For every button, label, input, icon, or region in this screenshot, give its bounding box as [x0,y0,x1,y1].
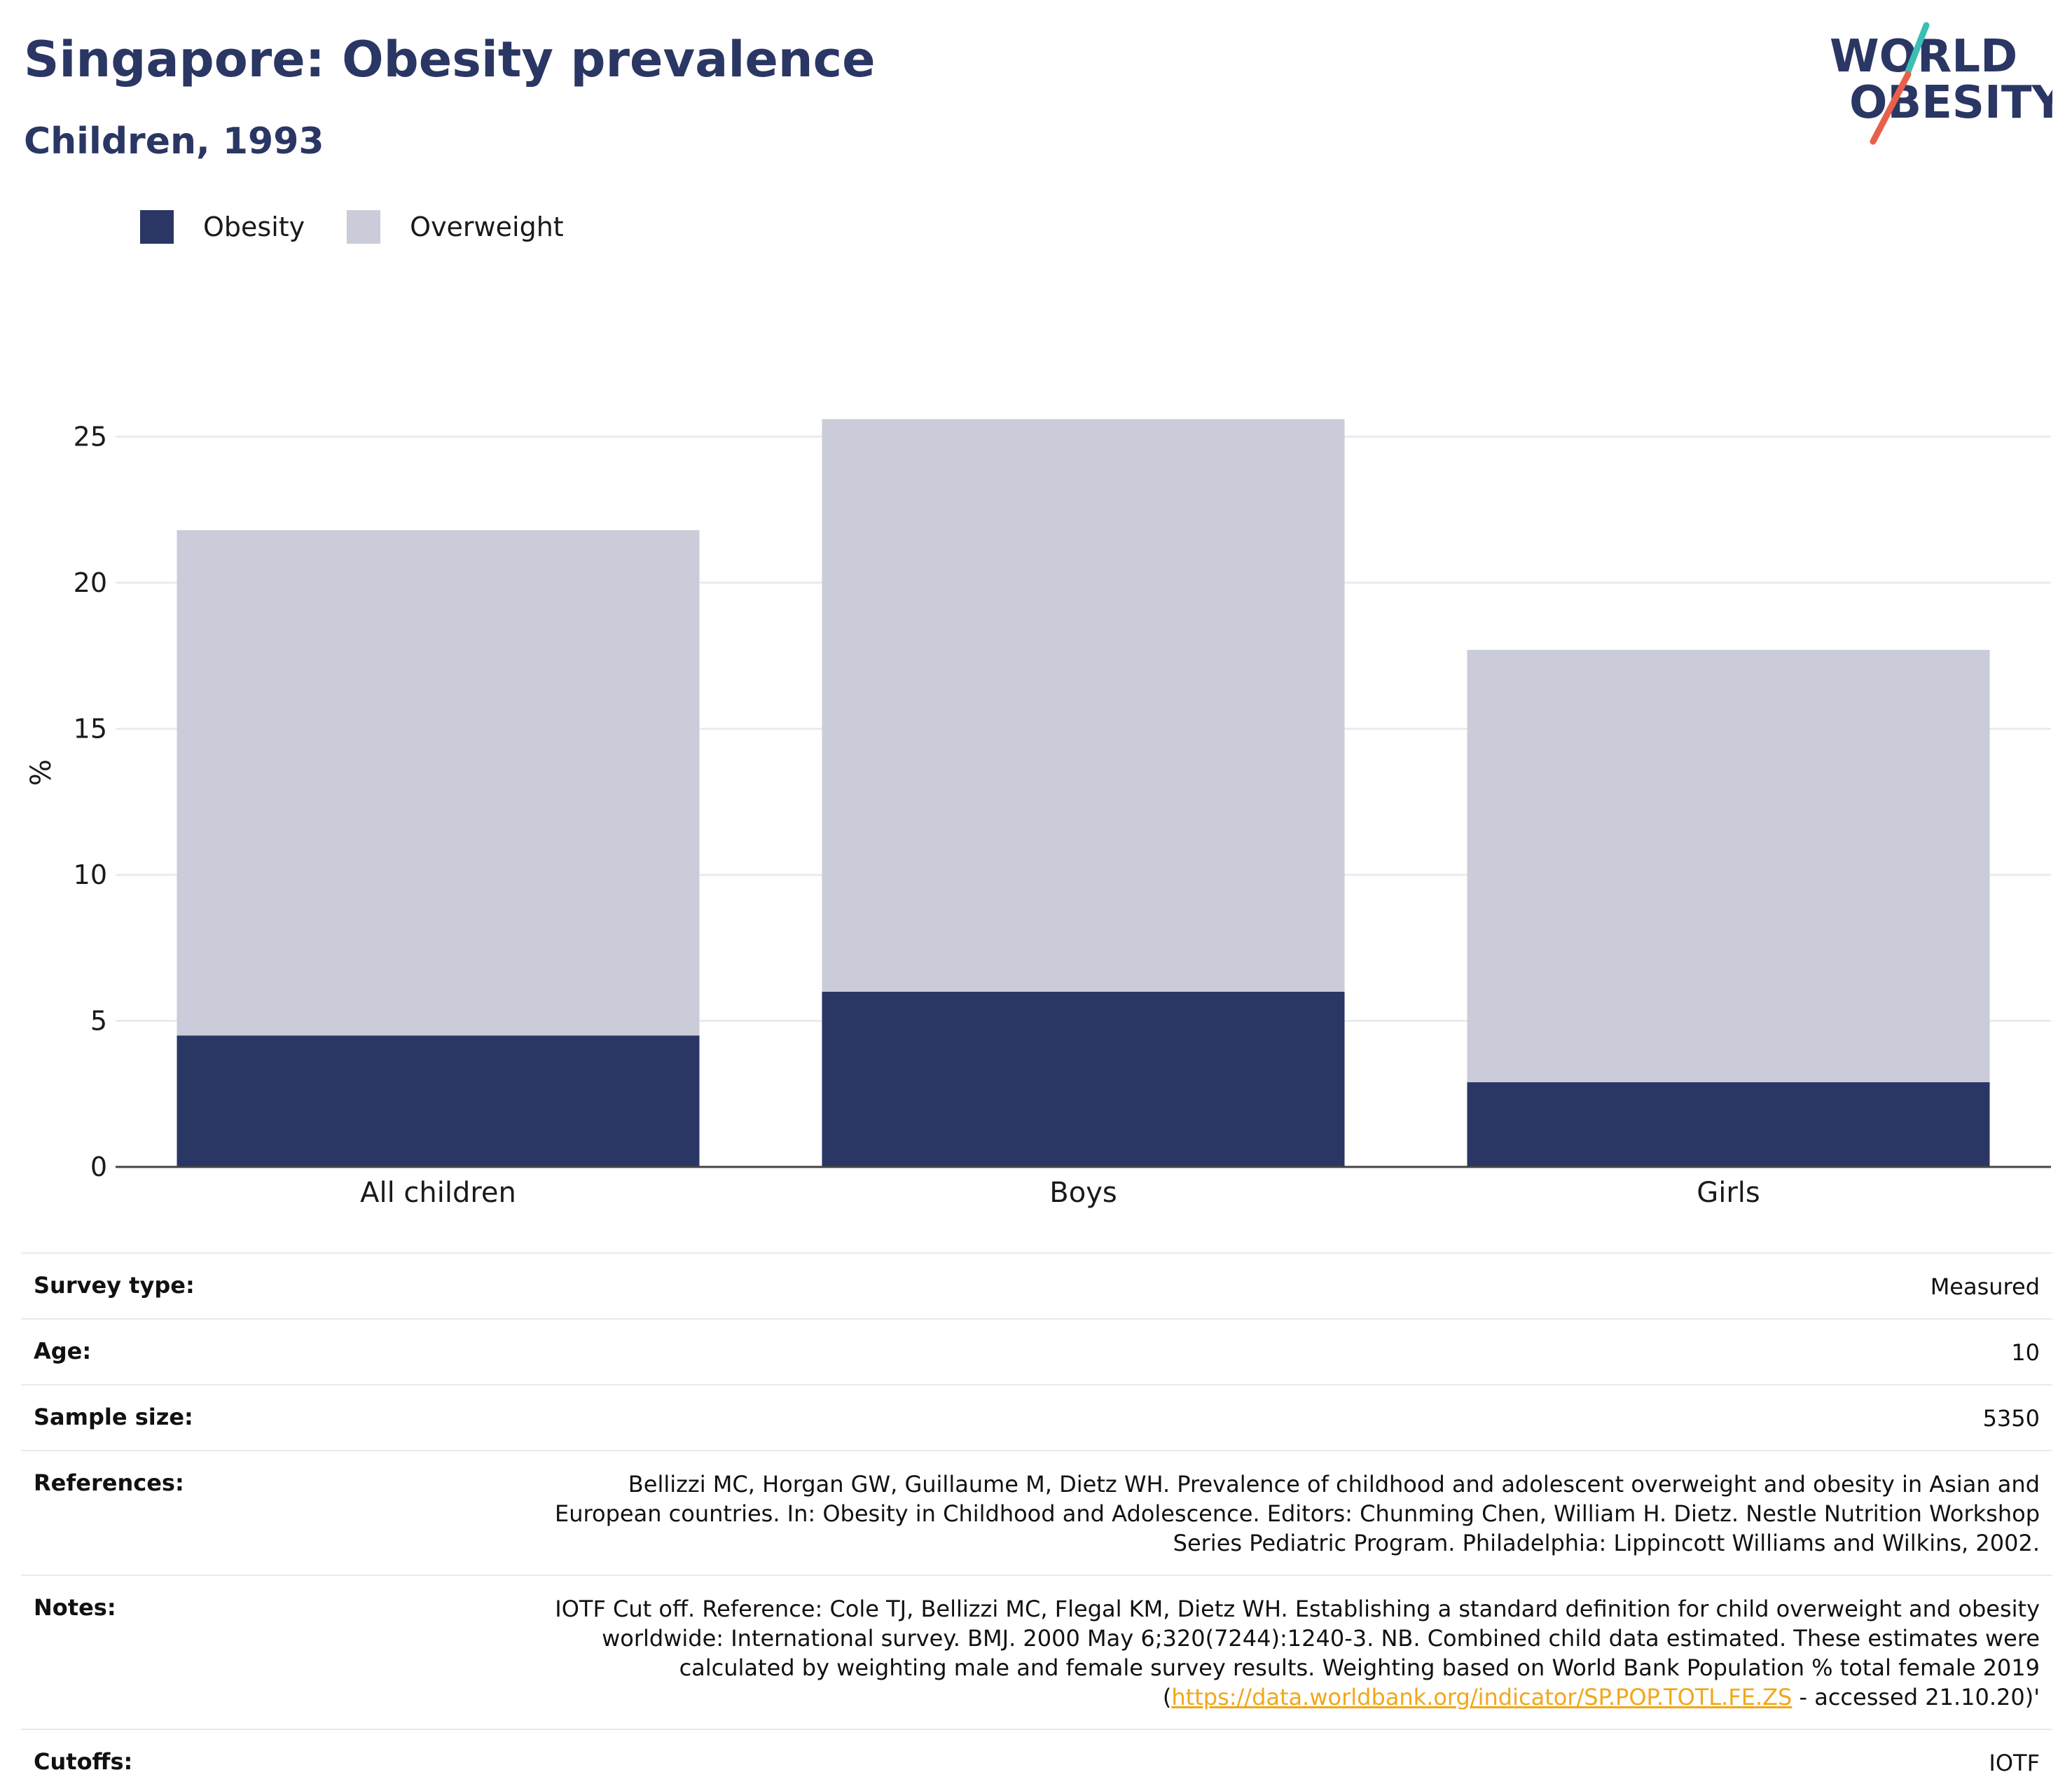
y-axis-title: % [25,759,57,786]
page-subtitle: Children, 1993 [24,120,324,163]
meta-label-cutoffs: Cutoffs: [34,1748,133,1775]
meta-label-references: References: [34,1470,184,1496]
meta-label-age: Age: [34,1338,92,1364]
meta-label-notes: Notes: [34,1594,116,1621]
meta-value-sample-size: 5350 [1982,1405,2040,1432]
notes-suffix: - accessed 21.10.20)' [1792,1684,2040,1710]
legend-swatch-overweight [347,210,381,244]
y-tick-label-5: 5 [90,1005,107,1036]
legend-label-overweight: Overweight [410,212,564,242]
y-tick-label-0: 0 [90,1152,107,1182]
page-title: Singapore: Obesity prevalence [24,31,876,88]
chart-legend: Obesity Overweight [140,207,606,247]
notes-worldbank-link[interactable]: https://data.worldbank.org/indicator/SP.… [1171,1684,1793,1710]
meta-row-cutoffs: Cutoffs: IOTF [21,1729,2052,1784]
x-tick-label-girls: Girls [1697,1177,1760,1209]
legend-item-overweight[interactable]: Overweight [347,210,564,244]
bar-obesity-boys [822,991,1345,1167]
meta-row-sample-size: Sample size: 5350 [21,1384,2052,1450]
meta-value-references: Bellizzi MC, Horgan GW, Guillaume M, Die… [555,1471,2040,1556]
survey-details-table: Survey type: Measured Age: 10 Sample siz… [21,1252,2052,1784]
meta-value-notes: IOTF Cut off. Reference: Cole TJ, Belliz… [520,1594,2040,1712]
meta-label-survey-type: Survey type: [34,1272,195,1299]
y-tick-label-15: 15 [74,713,107,744]
meta-value-cutoffs: IOTF [1989,1750,2040,1776]
legend-swatch-obesity [140,210,174,244]
bar-overweight-boys [822,419,1345,992]
y-tick-label-25: 25 [74,421,107,452]
meta-row-survey-type: Survey type: Measured [21,1252,2052,1318]
meta-label-sample-size: Sample size: [34,1404,193,1430]
legend-item-obesity[interactable]: Obesity [140,210,305,244]
meta-value-survey-type: Measured [1930,1273,2040,1300]
y-tick-label-20: 20 [74,567,107,598]
notes-text: IOTF Cut off. Reference: Cole TJ, Belliz… [555,1596,2040,1710]
bar-obesity-all-children [177,1035,700,1167]
meta-row-notes: Notes: IOTF Cut off. Reference: Cole TJ,… [21,1575,2052,1729]
logo-slash-teal [1905,22,1930,75]
y-tick-label-10: 10 [74,859,107,890]
bar-overweight-girls [1467,649,1990,1083]
x-tick-label-all-children: All children [360,1177,516,1209]
bar-overweight-all-children [177,530,700,1036]
world-obesity-logo: WORLD OBESITY [1830,22,2052,145]
meta-row-references: References: Bellizzi MC, Horgan GW, Guil… [21,1450,2052,1575]
bar-obesity-girls [1467,1082,1990,1167]
meta-row-age: Age: 10 [21,1318,2052,1384]
meta-value-age: 10 [2011,1339,2040,1366]
legend-label-obesity: Obesity [203,212,305,242]
x-tick-label-boys: Boys [1049,1177,1117,1209]
stacked-bar-chart: 0 5 10 15 20 25% All children Boys Girls [25,419,2051,1209]
logo-slash-coral [1870,71,1912,145]
